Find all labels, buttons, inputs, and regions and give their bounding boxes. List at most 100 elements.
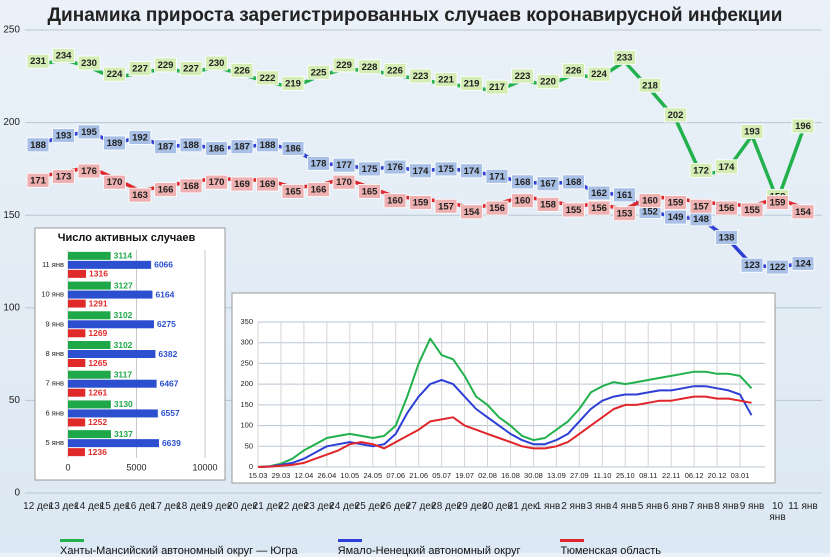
label-box xyxy=(536,176,560,192)
bar xyxy=(68,430,111,439)
data-label: 176 xyxy=(81,166,97,177)
data-label: 170 xyxy=(107,177,123,188)
data-label: 3102 xyxy=(113,340,132,350)
y-tick-label: 9 янв xyxy=(46,319,64,328)
label-box xyxy=(154,139,177,155)
data-label: 189 xyxy=(107,138,123,149)
legend-item: Ямало-Ненецкий автономный округ xyxy=(337,533,520,557)
label-box xyxy=(562,202,585,218)
data-label: 202 xyxy=(668,110,684,121)
label-box xyxy=(409,195,432,210)
data-label: 156 xyxy=(489,203,505,214)
bar xyxy=(68,299,86,308)
data-label: 224 xyxy=(591,69,608,80)
data-label: 174 xyxy=(464,166,481,177)
y-tick-label: 150 xyxy=(3,210,20,221)
bar xyxy=(68,269,87,278)
label-box xyxy=(383,193,407,209)
x-tick-label: 5000 xyxy=(126,462,146,472)
label-box xyxy=(77,163,101,179)
data-label: 234 xyxy=(56,51,73,62)
label-box xyxy=(205,174,228,190)
data-label: 196 xyxy=(795,121,811,132)
data-label: 155 xyxy=(744,205,761,216)
label-box xyxy=(307,182,330,197)
data-label: 223 xyxy=(413,71,429,82)
data-label: 1236 xyxy=(88,447,107,457)
label-box xyxy=(664,209,687,225)
y-tick-label: 5 янв xyxy=(46,438,64,447)
bar xyxy=(68,409,158,418)
y-tick-label: 50 xyxy=(245,441,253,450)
label-box xyxy=(179,61,203,76)
x-tick-label: 30.08 xyxy=(524,471,543,480)
bar xyxy=(68,320,154,329)
label-box xyxy=(77,55,101,71)
y-tick-label: 150 xyxy=(240,400,253,409)
label-box xyxy=(485,200,509,216)
data-label: 218 xyxy=(642,80,658,91)
bar xyxy=(68,388,86,397)
data-label: 162 xyxy=(591,188,607,199)
data-label: 175 xyxy=(438,164,455,175)
data-label: 153 xyxy=(617,209,633,220)
x-tick-label: 22.11 xyxy=(662,471,680,480)
data-label: 187 xyxy=(158,142,174,153)
x-tick-label: 12.04 xyxy=(295,471,314,480)
label-box xyxy=(562,63,585,78)
data-label: 177 xyxy=(336,160,352,171)
data-label: 171 xyxy=(489,171,506,182)
data-label: 1269 xyxy=(88,328,107,338)
data-label: 124 xyxy=(795,258,812,269)
label-box xyxy=(256,137,279,153)
data-label: 160 xyxy=(515,196,531,207)
x-tick-label: 13 дек xyxy=(48,501,79,512)
x-tick-label: 6 янв xyxy=(663,501,688,512)
label-box xyxy=(26,172,50,188)
x-tick-label: 10 янв xyxy=(769,501,786,523)
y-tick-label: 50 xyxy=(9,395,21,406)
data-label: 156 xyxy=(591,203,607,214)
label-box xyxy=(562,174,585,190)
x-tick-label: 18 дек xyxy=(176,501,206,512)
y-tick-label: 250 xyxy=(240,358,253,367)
y-tick-label: 11 янв xyxy=(42,260,64,269)
label-box xyxy=(766,259,789,275)
data-label: 1252 xyxy=(88,417,107,427)
legend-label: Ханты-Мансийский автономный округ — Югра xyxy=(60,545,298,557)
x-tick-label: 15.03 xyxy=(249,471,268,480)
data-label: 226 xyxy=(566,65,582,76)
x-tick-label: 19.07 xyxy=(455,471,474,480)
label-box xyxy=(485,168,509,184)
label-box xyxy=(791,118,815,134)
data-label: 123 xyxy=(744,260,760,271)
data-label: 165 xyxy=(362,186,379,197)
data-label: 159 xyxy=(413,198,429,209)
label-box xyxy=(281,76,305,91)
label-box xyxy=(740,257,764,273)
data-label: 230 xyxy=(81,58,97,69)
label-box xyxy=(536,196,560,212)
legend-swatch xyxy=(337,539,362,542)
data-label: 220 xyxy=(540,77,556,88)
data-label: 176 xyxy=(387,162,403,173)
label-box xyxy=(740,124,764,139)
label-box xyxy=(358,184,381,199)
bar xyxy=(68,350,156,358)
bar xyxy=(68,418,86,427)
data-label: 219 xyxy=(285,78,301,89)
data-label: 156 xyxy=(719,203,735,214)
label-box xyxy=(383,159,407,175)
label-box xyxy=(409,163,432,179)
x-tick-label: 24.05 xyxy=(363,471,382,480)
x-tick-label: 22 дек xyxy=(278,501,308,512)
label-box xyxy=(154,182,177,197)
data-label: 186 xyxy=(285,144,301,155)
label-box xyxy=(613,50,636,65)
label-box xyxy=(77,124,101,140)
label-box xyxy=(434,198,458,214)
x-tick-label: 19 дек xyxy=(201,501,232,512)
data-label: 122 xyxy=(770,262,786,273)
data-label: 226 xyxy=(234,65,250,76)
label-box xyxy=(536,74,560,89)
